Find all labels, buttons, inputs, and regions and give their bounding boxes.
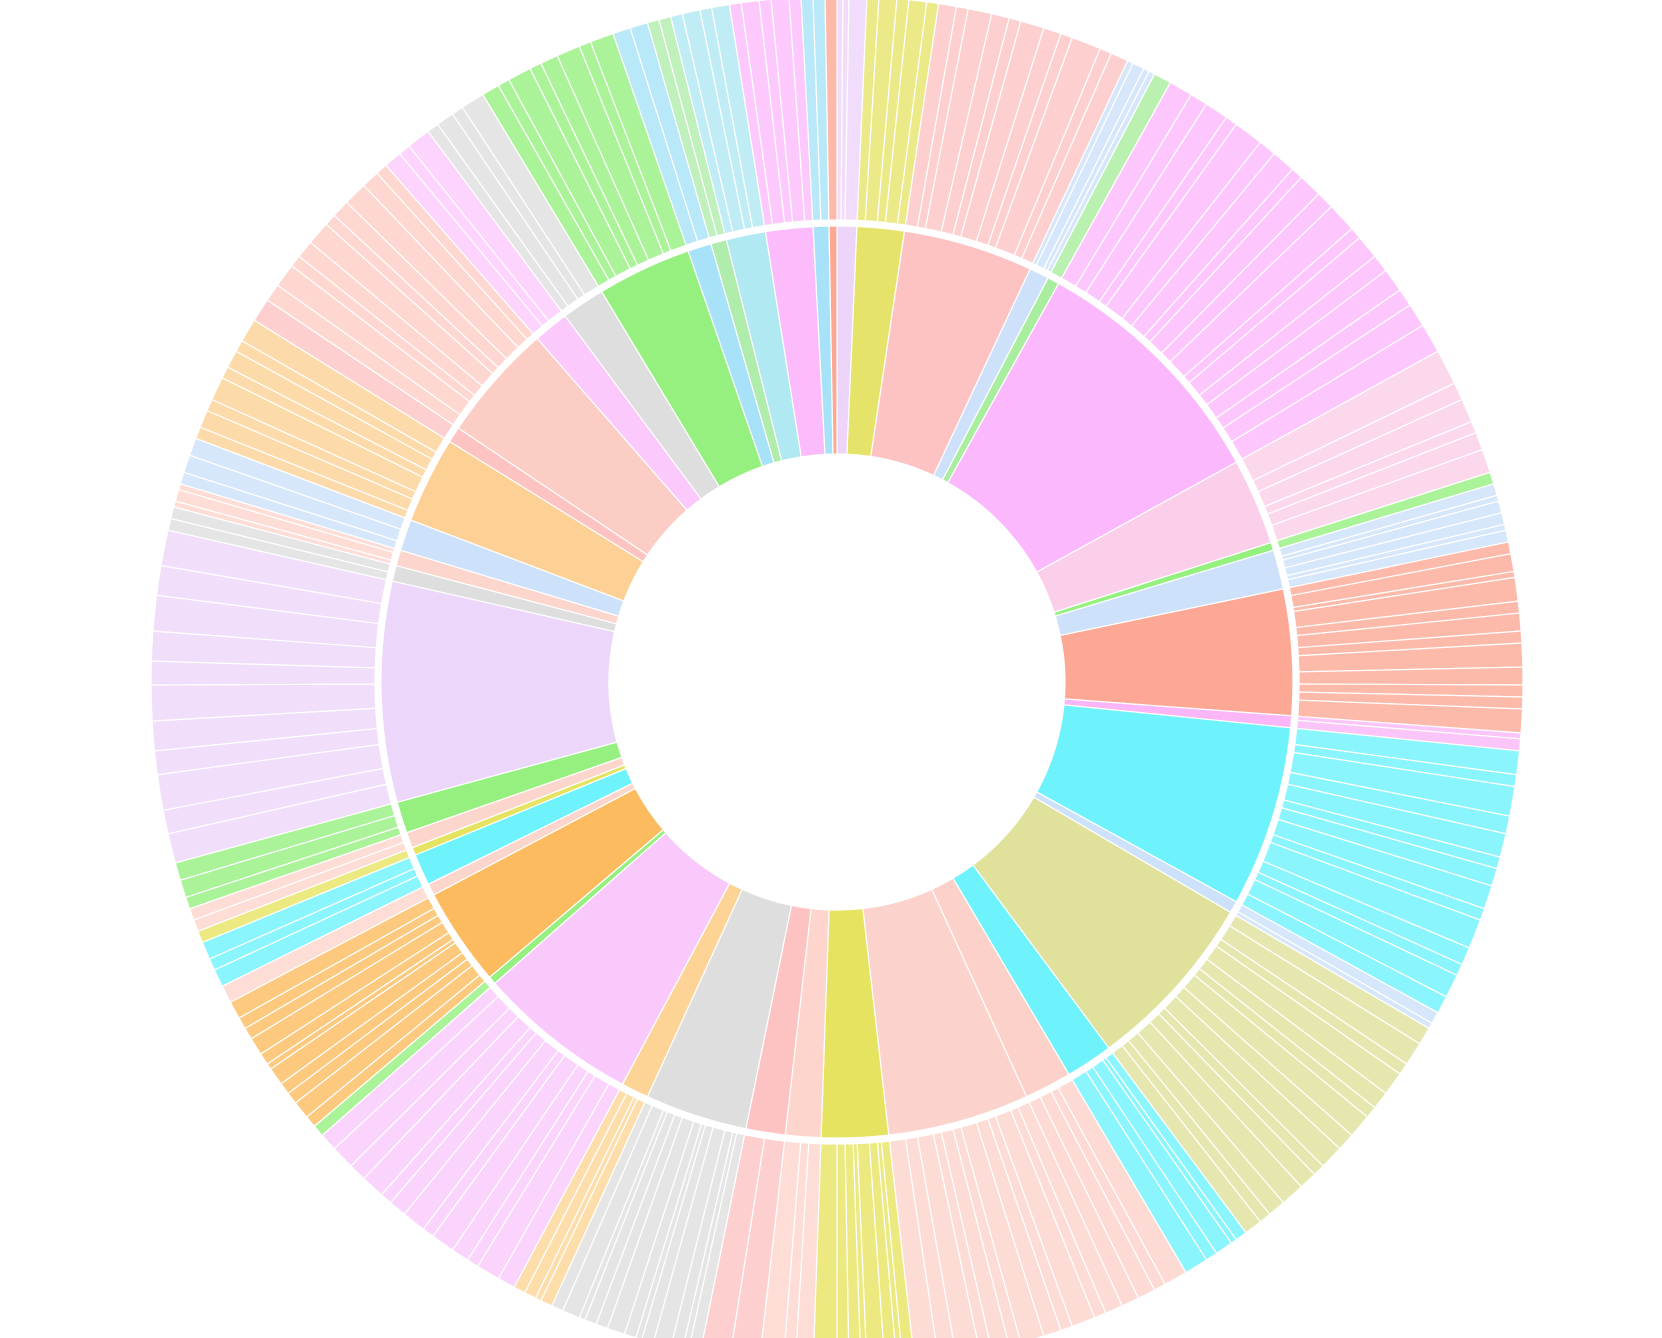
inner-segment xyxy=(828,225,838,455)
outer-segment xyxy=(824,0,838,221)
